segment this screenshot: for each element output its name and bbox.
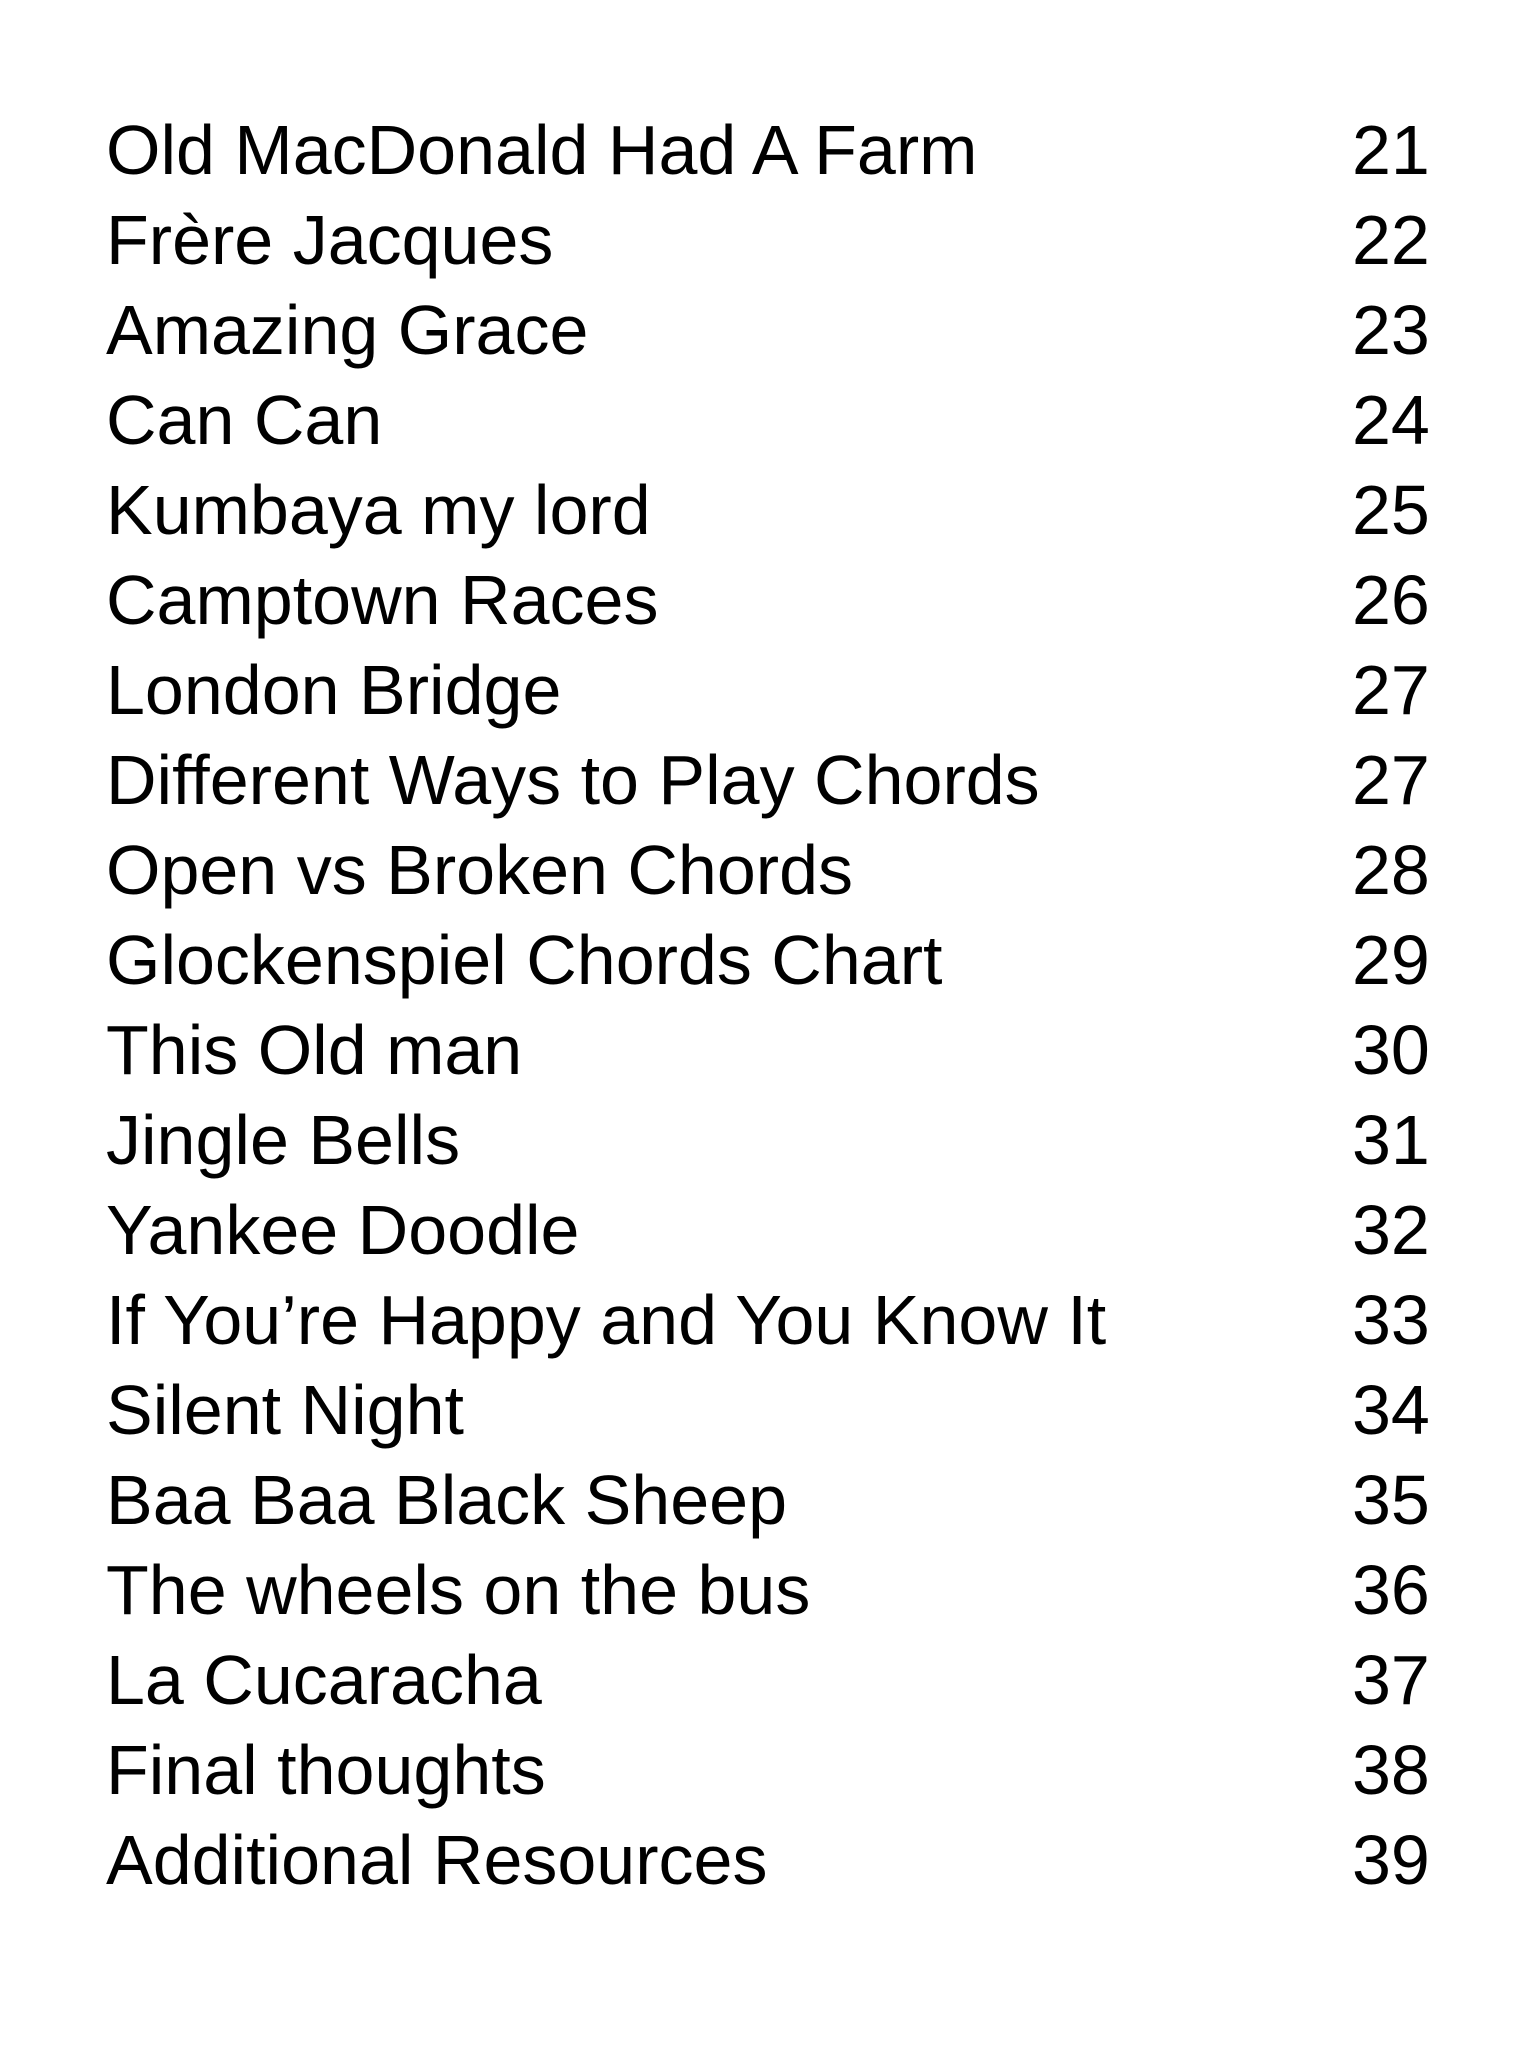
toc-row[interactable]: Camptown Races 26 (106, 555, 1430, 645)
toc-entry-page-number: 28 (1352, 831, 1430, 909)
toc-row[interactable]: Baa Baa Black Sheep 35 (106, 1455, 1430, 1545)
toc-entry-page-number: 22 (1352, 201, 1430, 279)
toc-row[interactable]: Additional Resources 39 (106, 1815, 1430, 1905)
toc-entry-title: Can Can (106, 381, 383, 459)
toc-entry-title: Glockenspiel Chords Chart (106, 921, 943, 999)
toc-entry-page-number: 33 (1352, 1281, 1430, 1359)
toc-row[interactable]: Silent Night 34 (106, 1365, 1430, 1455)
toc-row[interactable]: Old MacDonald Had A Farm 21 (106, 105, 1430, 195)
toc-row[interactable]: Can Can 24 (106, 375, 1430, 465)
toc-row[interactable]: La Cucaracha 37 (106, 1635, 1430, 1725)
toc-entry-page-number: 34 (1352, 1371, 1430, 1449)
toc-entry-page-number: 29 (1352, 921, 1430, 999)
toc-entry-page-number: 23 (1352, 291, 1430, 369)
toc-row[interactable]: Kumbaya my lord 25 (106, 465, 1430, 555)
toc-row[interactable]: Open vs Broken Chords 28 (106, 825, 1430, 915)
toc-entry-title: Camptown Races (106, 561, 659, 639)
toc-entry-title: The wheels on the bus (106, 1551, 811, 1629)
toc-entry-title: Amazing Grace (106, 291, 589, 369)
toc-entry-page-number: 32 (1352, 1191, 1430, 1269)
toc-row[interactable]: Glockenspiel Chords Chart 29 (106, 915, 1430, 1005)
toc-row[interactable]: Final thoughts 38 (106, 1725, 1430, 1815)
toc-row[interactable]: London Bridge 27 (106, 645, 1430, 735)
toc-entry-title: If You’re Happy and You Know It (106, 1281, 1107, 1359)
toc-entry-page-number: 27 (1352, 741, 1430, 819)
toc-entry-title: Frère Jacques (106, 201, 554, 279)
toc-entry-page-number: 39 (1352, 1821, 1430, 1899)
toc-entry-title: Additional Resources (106, 1821, 768, 1899)
toc-entry-title: Different Ways to Play Chords (106, 741, 1040, 819)
toc-entry-title: This Old man (106, 1011, 523, 1089)
toc-entry-title: Open vs Broken Chords (106, 831, 854, 909)
toc-row[interactable]: If You’re Happy and You Know It 33 (106, 1275, 1430, 1365)
toc-row[interactable]: This Old man 30 (106, 1005, 1430, 1095)
toc-row[interactable]: Different Ways to Play Chords 27 (106, 735, 1430, 825)
toc-entry-page-number: 26 (1352, 561, 1430, 639)
toc-row[interactable]: Amazing Grace 23 (106, 285, 1430, 375)
toc-entry-page-number: 35 (1352, 1461, 1430, 1539)
toc-entry-title: Silent Night (106, 1371, 464, 1449)
toc-entry-page-number: 31 (1352, 1101, 1430, 1179)
toc-entry-page-number: 24 (1352, 381, 1430, 459)
toc-entry-title: Final thoughts (106, 1731, 546, 1809)
toc-entry-title: Kumbaya my lord (106, 471, 651, 549)
toc-row[interactable]: The wheels on the bus 36 (106, 1545, 1430, 1635)
toc-entry-title: London Bridge (106, 651, 562, 729)
toc-entry-title: Yankee Doodle (106, 1191, 580, 1269)
toc-entry-page-number: 25 (1352, 471, 1430, 549)
toc-entry-title: La Cucaracha (106, 1641, 542, 1719)
toc-entry-title: Old MacDonald Had A Farm (106, 111, 978, 189)
toc-entry-page-number: 38 (1352, 1731, 1430, 1809)
toc-entry-page-number: 21 (1352, 111, 1430, 189)
toc-row[interactable]: Yankee Doodle 32 (106, 1185, 1430, 1275)
table-of-contents: Old MacDonald Had A Farm 21 Frère Jacque… (106, 105, 1430, 1905)
toc-entry-page-number: 30 (1352, 1011, 1430, 1089)
toc-entry-title: Jingle Bells (106, 1101, 461, 1179)
toc-entry-page-number: 36 (1352, 1551, 1430, 1629)
toc-entry-page-number: 37 (1352, 1641, 1430, 1719)
toc-entry-page-number: 27 (1352, 651, 1430, 729)
toc-row[interactable]: Jingle Bells 31 (106, 1095, 1430, 1185)
toc-row[interactable]: Frère Jacques 22 (106, 195, 1430, 285)
toc-entry-title: Baa Baa Black Sheep (106, 1461, 788, 1539)
